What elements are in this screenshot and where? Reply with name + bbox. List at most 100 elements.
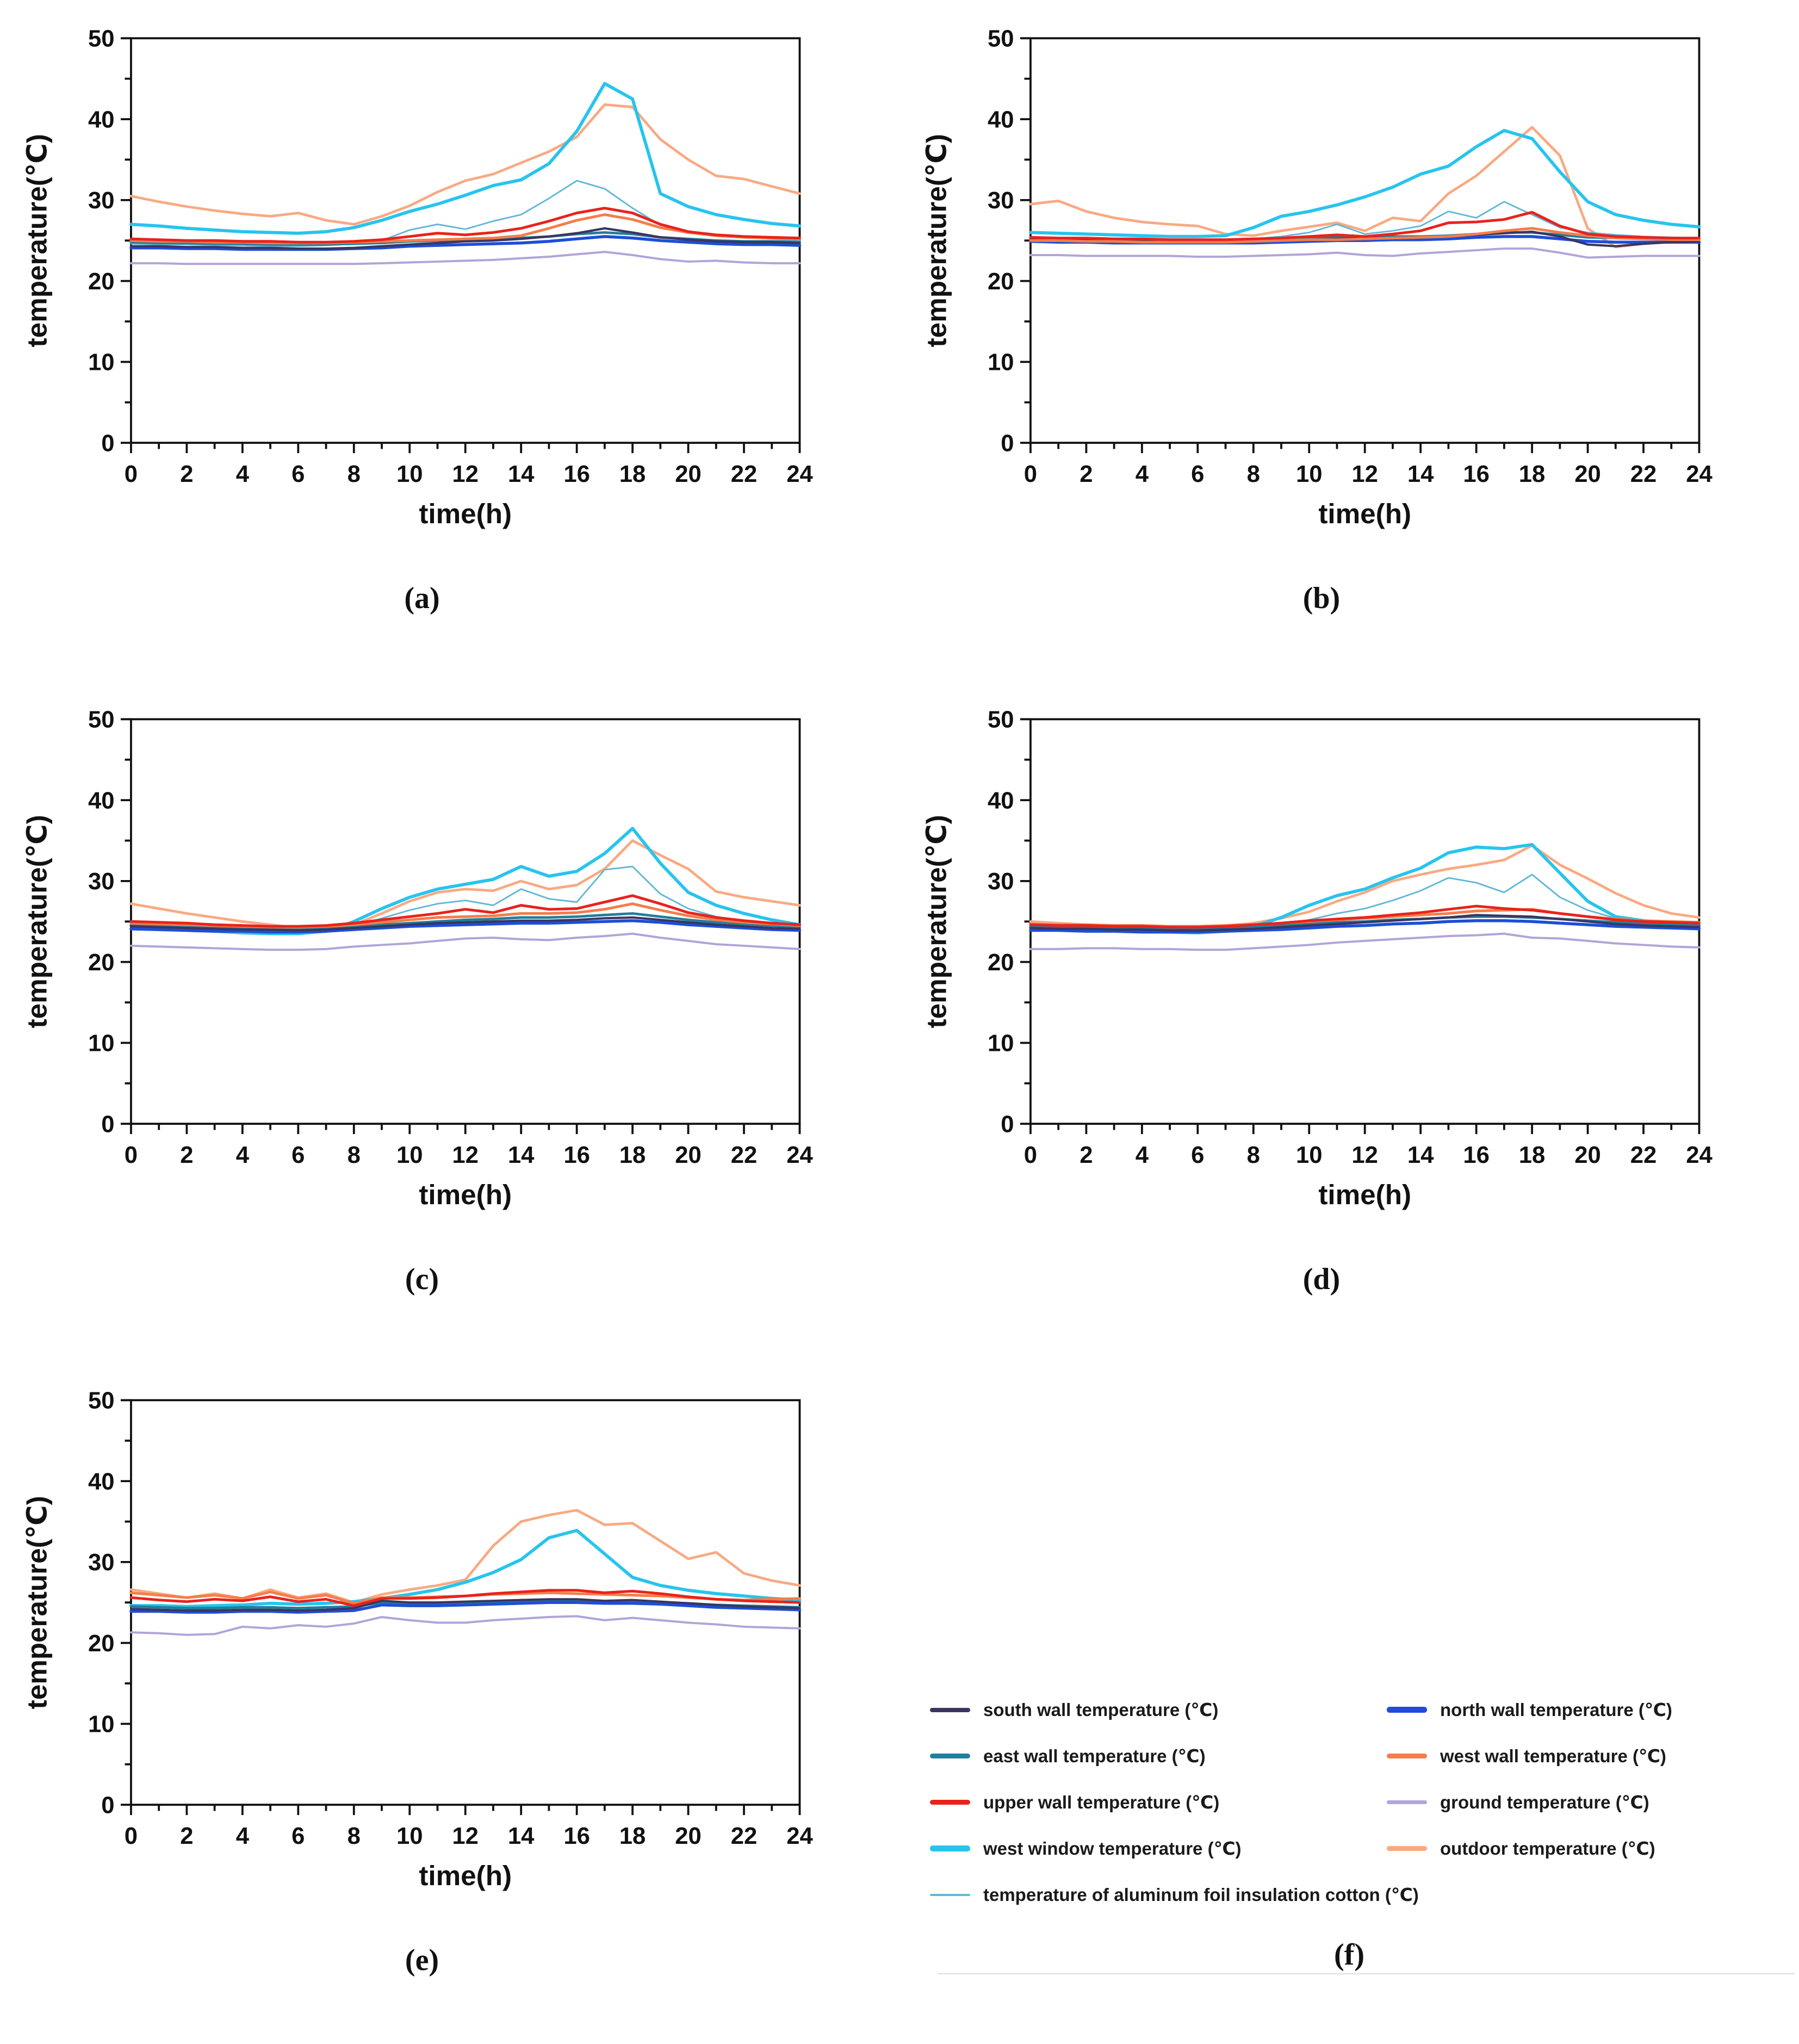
x-tick-label: 22 <box>1630 1142 1657 1168</box>
x-tick-label: 8 <box>1247 1142 1260 1168</box>
legend-label-window: west window temperature (℃) <box>983 1838 1242 1859</box>
series-south-line <box>129 916 801 932</box>
y-tick-label: 20 <box>988 949 1014 976</box>
y-tick-label: 30 <box>88 1549 115 1576</box>
x-tick-label: 24 <box>786 1823 813 1849</box>
x-tick-label: 8 <box>348 461 361 487</box>
x-tick-label: 20 <box>675 1142 702 1168</box>
x-axis-label: time(h) <box>1318 498 1411 529</box>
legend-label-south: south wall temperature (℃) <box>983 1700 1219 1720</box>
x-tick-label: 10 <box>396 461 423 487</box>
x-tick-label: 14 <box>508 461 535 487</box>
x-tick-label: 18 <box>1519 1142 1546 1168</box>
x-tick-label: 10 <box>1296 461 1323 487</box>
outdoor-line-swatch <box>1387 1846 1427 1851</box>
chart-e-svg: 0 2 4 6 8 10 12 14 16 18 20 22 2401020304050time(h)t… <box>21 1388 813 1892</box>
legend-entry-west: west wall temperature (℃) <box>1387 1745 1786 1767</box>
x-tick-label: 8 <box>1247 461 1260 487</box>
chart-c-svg: 0 2 4 6 8 10 12 14 16 18 20 22 2401020304050time(h)t… <box>21 707 813 1211</box>
legend-row: temperature of aluminum foil insulation … <box>930 1884 1786 1905</box>
y-tick-label: 0 <box>101 430 114 456</box>
y-axis-label: temperature(℃) <box>21 815 52 1028</box>
chart-c: 0 2 4 6 8 10 12 14 16 18 20 22 24 0 10 20 30 40 50 time(h) t… <box>20 701 824 1248</box>
y-tick-label: 40 <box>88 787 115 814</box>
y-tick-label: 10 <box>988 349 1014 376</box>
legend-row: south wall temperature (℃) north wall tem… <box>930 1699 1786 1720</box>
x-tick-label: 18 <box>619 461 646 487</box>
y-tick-label: 20 <box>88 268 115 295</box>
y-tick-label: 40 <box>988 106 1014 133</box>
x-tick-label: 18 <box>1519 461 1546 487</box>
y-tick-label: 30 <box>88 187 115 214</box>
y-tick-label: 0 <box>1001 430 1014 456</box>
x-tick-label: 20 <box>1574 1142 1601 1168</box>
x-tick-label: 16 <box>1463 1142 1490 1168</box>
series-ground-line <box>129 1615 801 1636</box>
x-tick-label: 22 <box>1630 461 1657 487</box>
series-window-line <box>129 1528 802 1608</box>
x-tick-label: 6 <box>1191 1142 1204 1168</box>
legend-body: south wall temperature (℃) north wall tem… <box>930 1699 1786 1930</box>
x-tick-label: 6 <box>291 461 305 487</box>
x-tick-label: 22 <box>731 1823 758 1849</box>
chart-d-svg: 0 2 4 6 8 10 12 14 16 18 20 22 2401020304050time(h)t… <box>921 707 1713 1211</box>
series-window-line <box>1028 129 1701 238</box>
y-tick-label: 50 <box>88 707 115 733</box>
x-tick-label: 0 <box>1024 1142 1037 1168</box>
y-tick-label: 50 <box>88 26 115 52</box>
series-south-line <box>129 227 801 250</box>
x-axis-label: time(h) <box>419 1860 512 1891</box>
x-axis-label: time(h) <box>419 1179 512 1210</box>
series-west-line <box>1029 227 1701 244</box>
y-tick-label: 50 <box>988 707 1014 733</box>
north-line-swatch <box>1387 1707 1427 1713</box>
x-tick-label: 10 <box>396 1823 423 1849</box>
subplot-a: 0 2 4 6 8 10 12 14 16 18 20 22 24 0 10 20 30 40 50 time(h) t… <box>0 0 900 681</box>
y-tick-label: 0 <box>101 1111 114 1137</box>
x-tick-label: 20 <box>675 1823 702 1849</box>
y-tick-label: 10 <box>988 1030 1014 1057</box>
x-tick-label: 12 <box>452 461 479 487</box>
east-line-swatch <box>930 1754 970 1758</box>
x-tick-label: 4 <box>1136 461 1149 487</box>
x-tick-label: 12 <box>452 1142 479 1168</box>
legend-entry-east: east wall temperature (℃) <box>930 1745 1387 1767</box>
x-tick-label: 6 <box>291 1823 305 1849</box>
series-ground-line <box>129 251 801 265</box>
x-tick-label: 12 <box>1351 1142 1378 1168</box>
x-tick-label: 4 <box>236 1823 250 1849</box>
y-tick-label: 30 <box>988 868 1014 895</box>
x-tick-label: 16 <box>563 461 590 487</box>
x-tick-label: 2 <box>1080 461 1093 487</box>
legend-divider <box>938 1973 1795 1974</box>
x-axis-label: time(h) <box>1318 1179 1411 1210</box>
west-line-swatch <box>1387 1754 1427 1758</box>
x-tick-label: 16 <box>563 1142 590 1168</box>
x-tick-label: 16 <box>563 1823 590 1849</box>
upper-line-swatch <box>930 1800 970 1805</box>
y-tick-label: 0 <box>101 1792 114 1818</box>
y-tick-label: 20 <box>988 268 1014 295</box>
series-outdoor-line <box>129 1509 801 1604</box>
y-axis-label: temperature(℃) <box>21 134 52 347</box>
legend-label-east: east wall temperature (℃) <box>983 1746 1206 1766</box>
y-tick-label: 10 <box>88 1711 115 1738</box>
legend-row: east wall temperature (℃) west wall tempe… <box>930 1745 1786 1767</box>
y-axis-label: temperature(℃) <box>21 1496 52 1709</box>
y-tick-label: 50 <box>88 1388 115 1414</box>
series-outdoor-line <box>129 103 801 226</box>
series-upper-line <box>1029 210 1701 241</box>
x-axis-label: time(h) <box>419 498 512 529</box>
x-tick-label: 2 <box>180 1142 193 1168</box>
x-tick-label: 0 <box>125 461 138 487</box>
legend-entry-outdoor: outdoor temperature (℃) <box>1387 1838 1786 1859</box>
x-tick-label: 24 <box>1686 1142 1713 1168</box>
y-tick-label: 40 <box>988 787 1014 814</box>
caption-d: (d) <box>1302 1262 1341 1296</box>
y-tick-label: 30 <box>988 187 1014 214</box>
x-tick-label: 22 <box>731 1142 758 1168</box>
series-north-line <box>1029 919 1701 934</box>
x-tick-label: 4 <box>1136 1142 1149 1168</box>
legend-row: west window temperature (℃) outdoor tempe… <box>930 1838 1786 1859</box>
series-north-line <box>129 919 802 934</box>
